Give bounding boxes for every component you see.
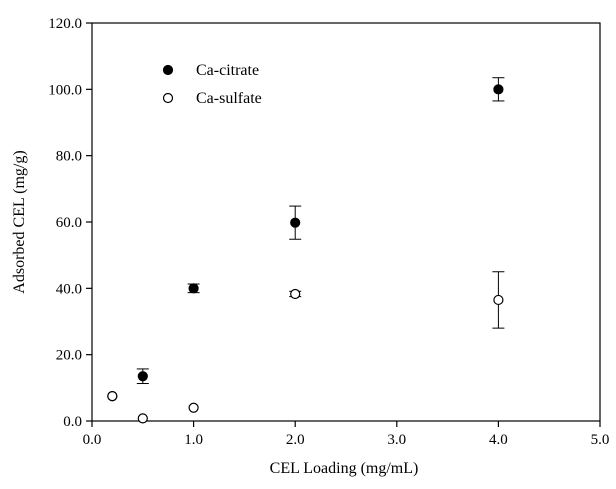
y-tick-label: 20.0 — [56, 348, 82, 364]
legend-label: Ca-citrate — [196, 62, 259, 79]
y-tick-label: 120.0 — [48, 16, 82, 32]
y-tick-label: 0.0 — [63, 414, 82, 430]
x-tick-label: 5.0 — [591, 432, 610, 448]
plot-frame — [91, 22, 601, 422]
y-tick-label: 60.0 — [56, 215, 82, 231]
legend-label: Ca-sulfate — [196, 90, 262, 107]
y-axis-label: Adsorbed CEL (mg/g) — [11, 150, 28, 293]
axes-layer — [91, 22, 601, 422]
data-point — [493, 294, 504, 306]
legend: Ca-citrate Ca-sulfate — [162, 62, 262, 107]
data-point — [107, 391, 118, 402]
x-tick-label: 4.0 — [489, 432, 508, 448]
x-tick-label: 1.0 — [184, 432, 203, 448]
data-point — [137, 371, 148, 382]
data-point — [188, 283, 199, 294]
y-tick-label: 100.0 — [48, 82, 82, 98]
data-layer — [107, 77, 505, 424]
series-ca-sulfate — [107, 271, 505, 424]
data-point — [290, 217, 301, 228]
data-point — [188, 402, 199, 413]
series-ca-citrate — [107, 77, 505, 402]
data-point — [137, 413, 148, 424]
x-tick-label: 0.0 — [83, 432, 102, 448]
x-tick-label: 3.0 — [387, 432, 406, 448]
data-point — [493, 84, 504, 95]
y-tick-label: 40.0 — [56, 281, 82, 297]
x-axis-label: CEL Loading (mg/mL) — [270, 460, 419, 477]
legend-marker — [162, 92, 174, 104]
ticks-layer: 0.0 1.0 2.0 3.0 4.0 5.0 0.0 20.0 40.0 60.0 80.0 100… — [48, 16, 609, 448]
y-tick-label: 80.0 — [56, 149, 82, 165]
x-tick-label: 2.0 — [286, 432, 305, 448]
data-point — [290, 288, 301, 300]
legend-marker — [162, 64, 174, 76]
